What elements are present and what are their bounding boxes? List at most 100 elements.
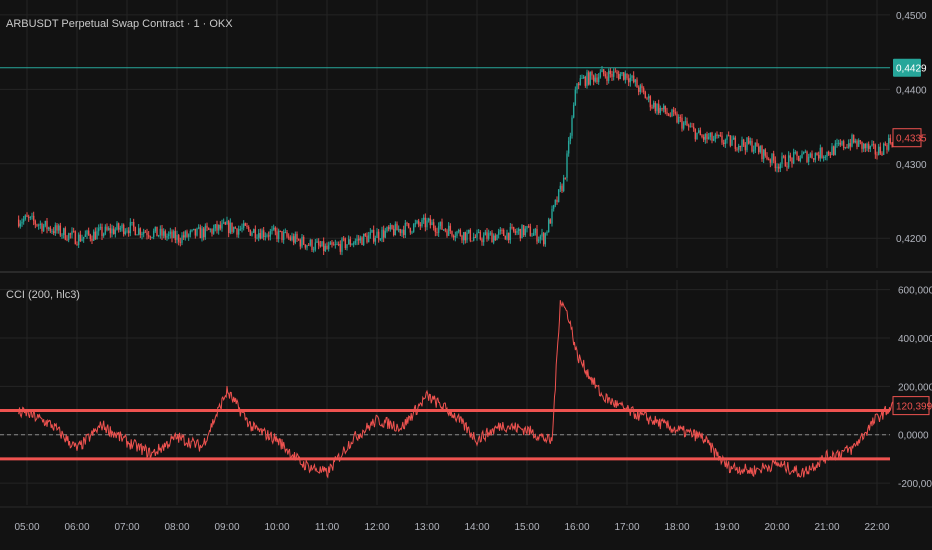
candle-body [32,215,35,222]
candle-body [727,135,730,137]
candle-body [202,228,205,238]
candle-body [221,223,223,229]
candle-body [451,231,453,236]
candle-body [546,232,548,233]
candle-body [699,130,702,136]
candle-body [164,231,167,238]
candle-body [584,76,587,86]
candle-body [119,228,122,230]
candle-body [397,229,400,231]
candle-body [487,233,490,239]
candle-body [117,223,120,230]
candle-body [337,244,340,245]
candle-body [646,98,648,100]
time-axis-label: 14:00 [464,522,489,533]
candle-body [464,232,467,241]
candle-body [776,166,778,169]
candle-body [97,228,100,232]
candle-body [29,216,32,218]
candle-body [416,220,418,224]
candle-body [439,221,442,227]
candle-body [317,241,320,246]
candle-body [767,159,770,160]
candle-body [804,151,807,153]
candle-body [149,236,152,238]
candle-body [276,231,278,240]
candle-body [387,227,390,230]
candle-body [101,226,103,237]
candle-body [87,230,90,235]
candle-body [332,244,335,246]
candle-body [196,228,198,236]
candle-body [581,78,583,79]
candle-body [381,229,383,240]
candle-body [831,146,833,156]
candle-body [681,117,683,129]
candle-body [162,231,165,236]
candle-body [377,231,380,240]
candle-body [512,227,515,232]
candle-body [184,231,187,238]
candle-body [379,239,382,241]
candle-body [707,136,710,140]
candle-body [384,231,387,238]
candle-body [329,242,332,245]
candle-body [414,223,417,225]
candle-body [631,75,633,78]
candle-body [171,231,173,238]
candle-body [564,177,567,179]
candle-body [666,112,668,114]
candle-body [746,137,748,151]
candle-body [251,232,253,236]
candle-body [422,217,425,220]
time-axis-label: 21:00 [814,522,839,533]
candle-body [784,156,787,167]
candle-body [74,231,77,245]
candle-body [867,143,870,149]
candle-body [557,189,560,202]
candle-body [429,218,432,226]
candle-body [172,231,175,238]
candle-body [256,237,258,239]
candle-body [349,239,352,246]
candle-body [477,232,480,233]
candle-body [127,230,130,234]
candle-body [824,156,827,158]
candle-body [264,236,267,237]
candle-body [772,153,775,161]
candle-body [656,103,658,112]
candle-body [539,236,542,240]
candle-body [479,232,482,240]
candle-body [106,226,108,230]
price-level-badge [893,58,921,77]
candle-body [499,229,502,232]
candle-body [601,69,603,73]
candle-body [79,234,82,241]
candle-body [822,157,825,158]
candle-body [406,222,408,224]
candle-body [671,109,673,117]
time-axis-label: 20:00 [764,522,789,533]
candle-body [417,220,420,225]
candle-body [121,224,123,229]
candle-body [69,233,72,235]
candle-body [112,228,115,235]
candle-body [576,83,578,90]
candle-body [52,231,55,234]
candle-body [682,122,685,129]
candle-body [802,152,805,154]
candle-body [274,227,277,232]
candle-body [267,235,270,237]
candle-body [234,227,237,229]
candle-body [66,239,68,241]
candle-body [826,151,828,157]
candle-body [589,71,592,85]
candle-body [116,223,118,230]
candle-body [817,155,820,159]
candle-body [701,135,703,137]
candle-body [236,228,238,235]
candle-body [716,134,718,137]
candle-body [454,235,457,238]
candle-body [189,230,192,235]
candle-body [506,232,508,240]
